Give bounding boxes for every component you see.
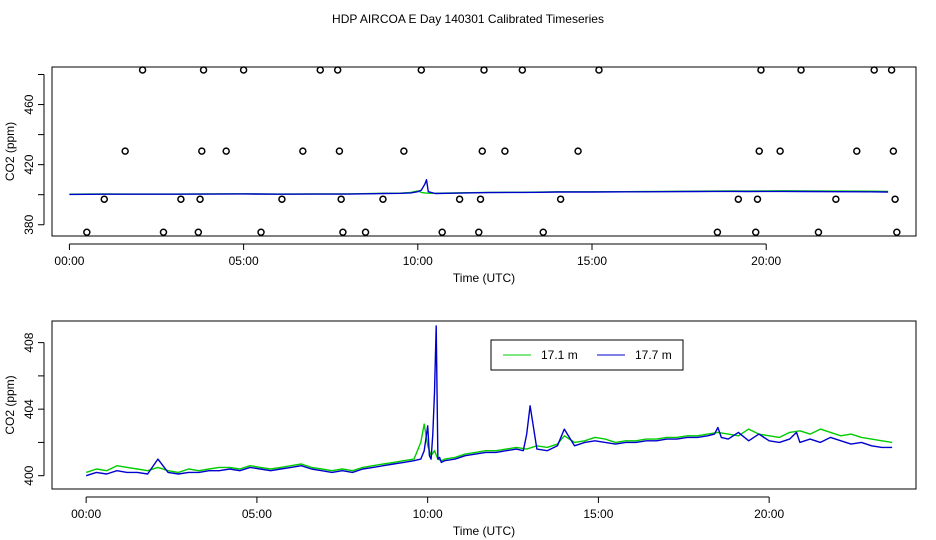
top-x-tick-label: 15:00: [577, 254, 607, 268]
bottom-series-line-17-7-m: [85, 325, 893, 477]
data-point-marker: [751, 228, 760, 236]
data-point-marker: [278, 195, 286, 203]
bottom-series-line-17-1-m: [85, 423, 893, 474]
data-point-marker: [476, 195, 485, 203]
data-point-marker: [734, 195, 743, 203]
data-point-marker: [438, 228, 446, 236]
top-x-tick-label: 10:00: [403, 254, 433, 268]
top-y-tick-label: 460: [22, 94, 36, 114]
bottom-y-axis-label: CO2 (ppm): [3, 375, 17, 434]
data-point-marker: [196, 195, 204, 203]
bottom-plot-frame: [51, 320, 917, 490]
data-point-marker: [379, 195, 387, 203]
data-point-marker: [891, 195, 899, 203]
top-x-tick-label: 00:00: [54, 254, 84, 268]
data-point-marker: [501, 147, 509, 155]
top-x-axis-label: Time (UTC): [453, 271, 515, 285]
bottom-y-tick-label: 408: [22, 332, 36, 352]
data-point-marker: [138, 66, 147, 74]
data-point-marker: [257, 228, 265, 236]
data-point-marker: [194, 228, 203, 236]
data-point-marker: [299, 147, 307, 155]
legend: 17.1 m 17.7 m: [490, 339, 684, 371]
top-x-axis: 00:00 05:00 10:00 15:00 20:00: [54, 243, 782, 268]
data-point-marker: [574, 147, 582, 155]
top-series-group: [69, 178, 889, 196]
data-point-marker: [887, 66, 896, 74]
data-point-marker: [518, 66, 527, 74]
bottom-x-axis-label: Time (UTC): [453, 524, 515, 538]
data-point-marker: [475, 228, 483, 236]
data-point-marker: [539, 228, 547, 236]
top-plot-frame: [51, 66, 917, 237]
data-point-marker: [199, 66, 208, 74]
bottom-y-tick-label: 404: [22, 399, 36, 419]
data-point-marker: [222, 147, 230, 155]
data-point-marker: [832, 195, 840, 203]
bottom-y-tick-label: 400: [22, 465, 36, 485]
data-point-marker: [480, 66, 488, 74]
data-point-marker: [713, 228, 722, 236]
bottom-x-tick-label: 15:00: [583, 507, 613, 521]
top-y-axis: 380 420 460: [22, 74, 45, 235]
bottom-x-tick-label: 10:00: [413, 507, 443, 521]
data-point-marker: [889, 147, 898, 155]
bottom-x-tick-label: 00:00: [71, 507, 101, 521]
data-point-marker: [753, 195, 762, 203]
top-panel: 00:00 05:00 10:00 15:00 20:00 380 420 460 Time…: [3, 66, 917, 285]
bottom-panel: 00:00 05:00 10:00 15:00 20:00 400 404 408 Time…: [3, 320, 917, 538]
data-point-marker: [100, 195, 109, 203]
data-point-marker: [870, 66, 878, 74]
top-y-tick-label: 380: [22, 214, 36, 234]
data-point-marker: [417, 66, 426, 74]
data-point-marker: [455, 195, 464, 203]
data-point-marker: [893, 228, 901, 236]
data-point-marker: [316, 66, 325, 74]
top-x-tick-label: 20:00: [751, 254, 781, 268]
bottom-y-axis: 400 404 408: [22, 332, 45, 486]
legend-label-17-1m: 17.1 m: [541, 348, 578, 362]
legend-label-17-7m: 17.7 m: [635, 348, 672, 362]
data-point-marker: [339, 228, 347, 236]
data-point-marker: [776, 147, 784, 155]
top-x-tick-label: 05:00: [229, 254, 259, 268]
data-point-marker: [814, 228, 823, 236]
data-point-marker: [361, 228, 370, 236]
data-point-marker: [595, 66, 603, 74]
data-point-marker: [83, 228, 91, 236]
bottom-series-group: [85, 325, 893, 477]
top-series-line-series-1: [69, 178, 889, 196]
bottom-x-axis: 00:00 05:00 10:00 15:00 20:00: [71, 496, 784, 521]
bottom-x-tick-label: 20:00: [754, 507, 784, 521]
data-point-marker: [159, 228, 168, 236]
data-point-marker: [121, 147, 129, 155]
bottom-x-tick-label: 05:00: [242, 507, 272, 521]
data-point-marker: [797, 66, 805, 74]
data-point-marker: [478, 147, 487, 155]
data-point-marker: [853, 147, 861, 155]
data-point-marker: [333, 66, 342, 74]
figure-title: HDP AIRCOA E Day 140301 Calibrated Times…: [332, 12, 604, 26]
top-y-tick-label: 420: [22, 154, 36, 174]
data-point-marker: [337, 195, 345, 203]
data-point-marker: [177, 195, 185, 203]
data-point-marker: [335, 147, 344, 155]
data-point-marker: [755, 147, 763, 155]
top-y-axis-label: CO2 (ppm): [3, 122, 17, 181]
data-point-marker: [239, 66, 248, 74]
data-point-marker: [556, 195, 565, 203]
data-point-marker: [198, 147, 206, 155]
data-point-marker: [757, 66, 765, 74]
top-markers-group: [83, 66, 901, 236]
data-point-marker: [400, 147, 408, 155]
